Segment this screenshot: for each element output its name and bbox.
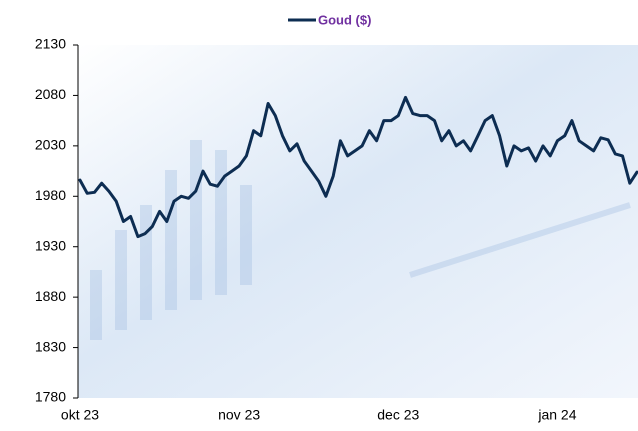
- x-tick-label: dec 23: [377, 407, 419, 423]
- x-tick-label: nov 23: [218, 407, 260, 423]
- legend-label: Goud ($): [318, 12, 371, 27]
- y-tick-label: 1780: [35, 389, 66, 405]
- x-tick-label: okt 23: [61, 407, 99, 423]
- x-tick-label: jan 24: [537, 407, 576, 423]
- y-tick-label: 1880: [35, 288, 66, 304]
- chart: 1780 1830 1880 1930 1980 2030 2080 2130 okt 23 no…: [0, 0, 638, 431]
- y-tick-label: 2130: [35, 36, 66, 52]
- y-tick-label: 2030: [35, 137, 66, 153]
- plot-background: [78, 45, 638, 398]
- y-tick-label: 1980: [35, 187, 66, 203]
- y-tick-label: 1830: [35, 338, 66, 354]
- y-tick-label: 2080: [35, 86, 66, 102]
- y-tick-label: 1930: [35, 237, 66, 253]
